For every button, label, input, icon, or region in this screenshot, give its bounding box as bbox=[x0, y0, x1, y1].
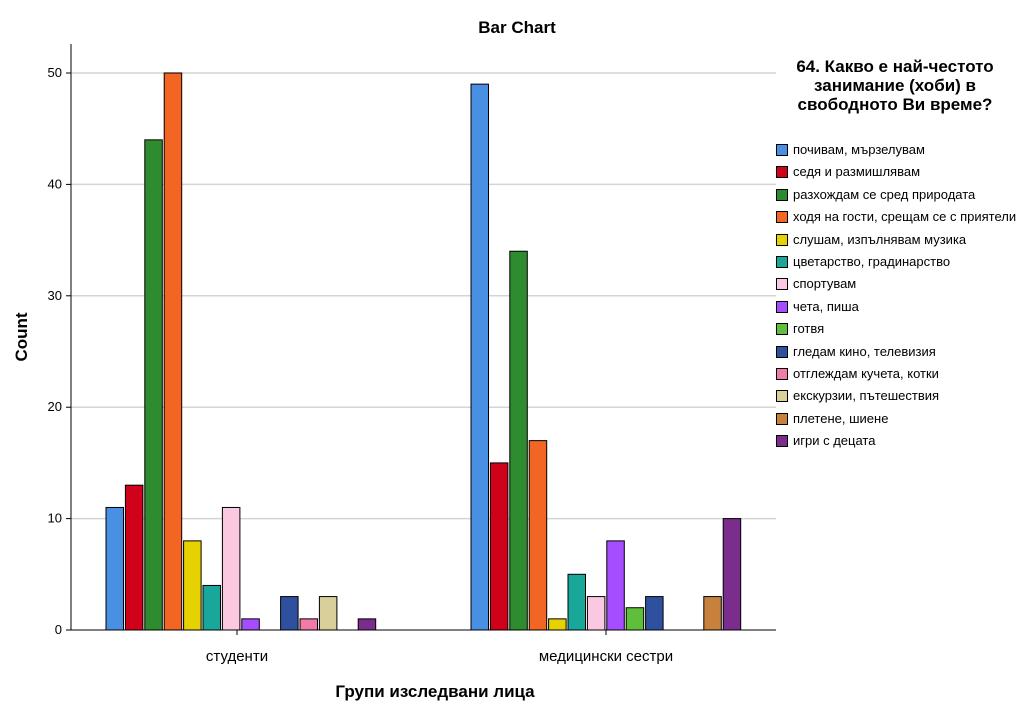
bar bbox=[280, 596, 299, 631]
bar bbox=[183, 540, 202, 631]
bar bbox=[299, 618, 318, 631]
legend-swatch bbox=[776, 300, 788, 313]
legend-item: ходя на гости, срещам се с приятели bbox=[776, 209, 1026, 224]
legend-item: плетене, шиене bbox=[776, 411, 1026, 426]
legend-label: отглеждам кучета, котки bbox=[793, 365, 939, 381]
legend-item: седя и размишлявам bbox=[776, 164, 1026, 179]
legend-label: слушам, изпълнявам музика bbox=[793, 231, 967, 247]
legend-item: почивам, мързелувам bbox=[776, 142, 1026, 157]
bar bbox=[645, 596, 664, 631]
x-tick-label: студенти bbox=[206, 648, 268, 665]
y-tick-label: 30 bbox=[48, 288, 62, 303]
legend-label: плетене, шиене bbox=[793, 410, 889, 426]
legend-swatch bbox=[776, 390, 788, 403]
legend-swatch bbox=[776, 188, 788, 201]
legend-swatch bbox=[776, 278, 788, 291]
x-tick-label: медицински сестри bbox=[539, 648, 673, 665]
bar bbox=[567, 573, 586, 631]
legend-label: спортувам bbox=[793, 276, 857, 292]
y-tick-label: 0 bbox=[55, 622, 62, 637]
bar bbox=[318, 596, 338, 631]
bar bbox=[548, 618, 567, 631]
x-axis-label: Групи изследвани лица bbox=[335, 682, 535, 701]
bar bbox=[241, 618, 260, 631]
bar bbox=[509, 250, 528, 631]
legend-item: игри с децата bbox=[776, 433, 1026, 448]
legend-swatch bbox=[776, 412, 788, 425]
legend-swatch bbox=[776, 144, 788, 156]
bar bbox=[124, 484, 144, 631]
legend-label: гледам кино, телевизия bbox=[793, 343, 936, 359]
bar bbox=[144, 139, 163, 631]
legend-item: гледам кино, телевизия bbox=[776, 344, 1026, 359]
legend-label: игри с децата bbox=[793, 433, 876, 449]
y-tick-label: 40 bbox=[48, 176, 62, 191]
legend-label: ходя на гости, срещам се с приятели bbox=[793, 209, 1017, 225]
legend-swatch bbox=[776, 435, 788, 448]
legend-label: седя и размишлявам bbox=[793, 164, 921, 180]
legend-swatch bbox=[776, 233, 788, 246]
bar bbox=[489, 462, 509, 631]
legend-swatch bbox=[776, 211, 788, 224]
y-tick-label: 10 bbox=[48, 511, 62, 526]
legend-label: цветарство, градинарство bbox=[793, 253, 951, 269]
legend-item: слушам, изпълнявам музика bbox=[776, 232, 1026, 247]
legend-title: 64. Какво е най-честото занимание (хоби)… bbox=[796, 57, 994, 114]
bar bbox=[606, 540, 625, 631]
bar bbox=[105, 506, 124, 631]
legend-swatch bbox=[776, 345, 788, 358]
bar bbox=[163, 72, 183, 631]
legend-label: екскурзии, пътешествия bbox=[793, 388, 940, 404]
bar bbox=[722, 518, 742, 631]
bar bbox=[202, 584, 221, 631]
chart-title: Bar Chart bbox=[478, 18, 556, 37]
legend-swatch bbox=[776, 323, 788, 336]
legend-label: готвя bbox=[793, 321, 825, 337]
bar bbox=[528, 440, 548, 631]
bar bbox=[586, 596, 606, 631]
bar bbox=[703, 596, 722, 631]
legend-item: готвя bbox=[776, 321, 1026, 336]
legend-item: екскурзии, пътешествия bbox=[776, 388, 1026, 403]
legend: почивам, мързелувам седя и размишлявам раз… bbox=[776, 142, 1026, 455]
bar bbox=[625, 607, 645, 631]
bar bbox=[221, 506, 241, 631]
legend-swatch bbox=[776, 255, 788, 268]
bar bbox=[357, 618, 377, 631]
legend-item: разхождам се сред природата bbox=[776, 187, 1026, 202]
legend-item: чета, пиша bbox=[776, 299, 1026, 314]
legend-swatch bbox=[776, 166, 788, 179]
y-tick-label: 20 bbox=[48, 399, 62, 414]
y-axis-label: Count bbox=[12, 312, 31, 361]
legend-label: почивам, мързелувам bbox=[793, 142, 925, 157]
legend-item: цветарство, градинарство bbox=[776, 254, 1026, 269]
legend-item: отглеждам кучета, котки bbox=[776, 366, 1026, 381]
legend-swatch bbox=[776, 367, 788, 380]
legend-label: разхождам се сред природата bbox=[793, 186, 976, 202]
legend-label: чета, пиша bbox=[793, 298, 859, 314]
legend-item: спортувам bbox=[776, 276, 1026, 291]
bar bbox=[470, 83, 489, 631]
y-tick-label: 50 bbox=[48, 65, 62, 80]
